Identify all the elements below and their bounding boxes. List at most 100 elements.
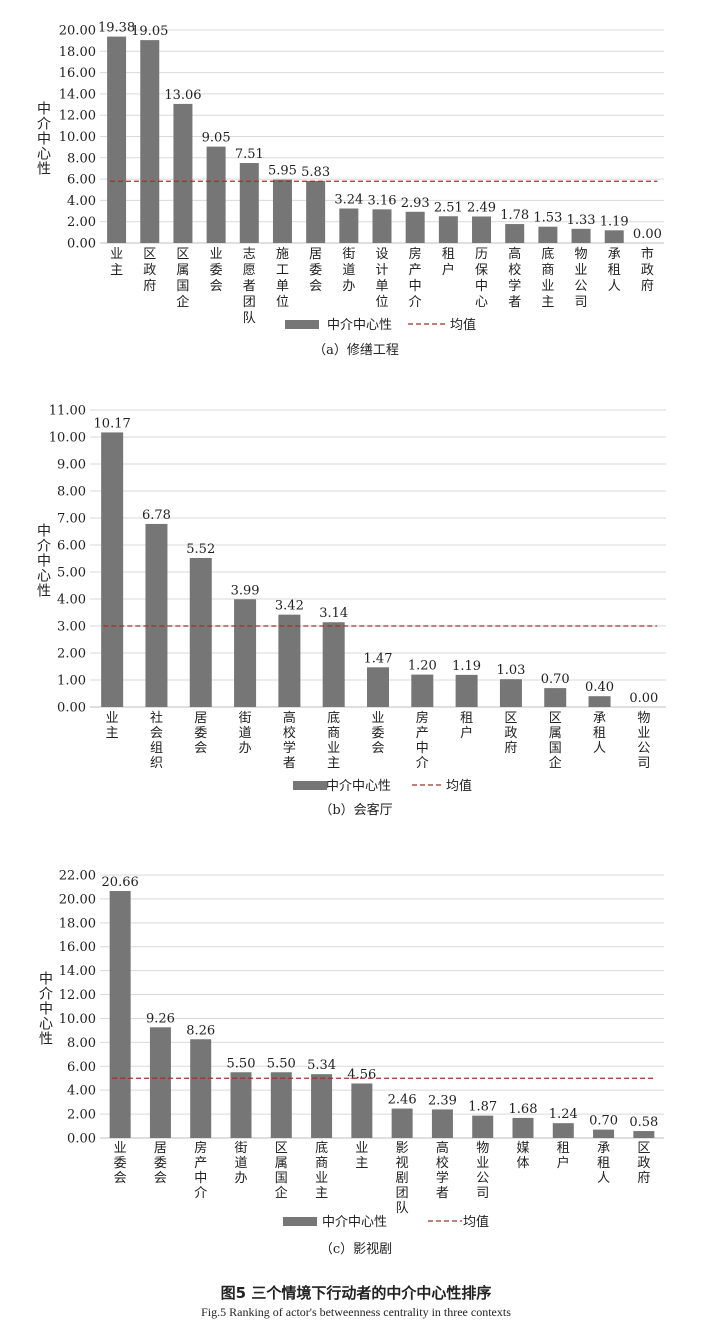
panel-c-data-label: 2.39 — [428, 1093, 457, 1108]
panel-a-ytick-label: 18.00 — [59, 45, 96, 60]
panel-c-legend-label-mean: 均值 — [463, 1214, 489, 1230]
panel-c-bar — [472, 1115, 494, 1138]
panel-c-bar — [109, 891, 131, 1138]
panel-b-data-label: 1.19 — [452, 659, 481, 674]
panel-b-ytick-label: 0.00 — [57, 701, 86, 716]
panel-a-bar — [173, 103, 193, 243]
panel-a-bar — [405, 211, 425, 243]
panel-b-data-label: 6.78 — [142, 508, 171, 523]
panel-a-bar — [239, 163, 259, 243]
panel-a-ytick-label: 20.00 — [59, 24, 96, 39]
panel-b-category-label: 社会组织 — [150, 710, 163, 771]
panel-c-ytick-label: 8.00 — [67, 1036, 96, 1051]
panel-b-data-label: 0.70 — [541, 672, 570, 687]
panel-a-category-label: 业主 — [110, 247, 123, 278]
panel-c-y-axis-label: 中介中心性 — [39, 972, 53, 1048]
panel-a-category-label: 居委会 — [309, 247, 322, 294]
panel-b-data-label: 3.42 — [275, 599, 304, 614]
panel-c-category-label: 承租人 — [597, 1141, 610, 1186]
panel-a-caption: （a）修缮工程 — [313, 342, 399, 358]
panel-c-ytick-label: 0.00 — [67, 1132, 96, 1147]
panel-a-ytick-label: 8.00 — [67, 151, 96, 166]
panel-a-ytick-label: 10.00 — [59, 130, 96, 145]
panel-a-data-label: 2.51 — [434, 200, 463, 215]
panel-a-data-label: 19.05 — [131, 24, 168, 39]
panel-b-category-label: 底商业主 — [327, 710, 340, 771]
panel-c-bar — [351, 1083, 373, 1138]
panel-c-bar — [190, 1039, 212, 1138]
panel-b-category-label: 业主 — [106, 711, 119, 741]
panel-c-data-label: 1.87 — [468, 1100, 497, 1115]
panel-b-ytick-label: 9.00 — [57, 458, 86, 473]
panel-b-ytick-label: 3.00 — [57, 620, 86, 635]
panel-b-legend-label-mean: 均值 — [446, 778, 472, 794]
panel-c-ytick-label: 14.00 — [59, 964, 96, 979]
panel-a-bar — [140, 40, 160, 244]
panel-a-legend-label-series: 中介中心性 — [327, 318, 392, 333]
panel-b-data-label: 10.17 — [94, 416, 131, 431]
panel-c-ytick-label: 2.00 — [67, 1108, 96, 1123]
panel-a-ytick-label: 2.00 — [67, 215, 96, 230]
panel-c-category-label: 区政府 — [637, 1141, 650, 1186]
panel-b-bar — [455, 674, 478, 707]
panel-b-ytick-label: 5.00 — [57, 566, 86, 581]
panel-b-data-label: 3.99 — [231, 583, 260, 598]
panel-c-category-label: 业委会 — [114, 1141, 127, 1186]
panel-a-data-label: 1.53 — [533, 211, 562, 226]
panel-c-bar — [512, 1117, 534, 1138]
panel-b-bar — [544, 688, 567, 707]
panel-c-category-label: 房产中介 — [194, 1140, 207, 1201]
panel-c-category-label: 影视剧团队 — [396, 1141, 409, 1216]
panel-b-ytick-label: 11.00 — [49, 404, 86, 419]
panel-c-data-label: 4.56 — [347, 1067, 376, 1082]
panel-c-data-label: 5.34 — [307, 1058, 336, 1073]
panel-b-ytick-label: 1.00 — [57, 674, 86, 689]
panel-c-caption: （c）影视剧 — [320, 1242, 392, 1257]
panel-c-category-label: 媒体 — [516, 1141, 529, 1171]
panel-b-ytick-label: 2.00 — [57, 647, 86, 662]
panel-b-bar — [145, 523, 168, 707]
panel-c-ytick-label: 20.00 — [59, 892, 96, 907]
panel-c-bar — [593, 1129, 615, 1138]
panel-b-data-label: 1.03 — [496, 663, 525, 678]
panel-b-category-label: 租户 — [460, 711, 473, 741]
panel-c-data-label: 0.70 — [589, 1114, 618, 1129]
panel-c-ytick-label: 10.00 — [59, 1012, 96, 1027]
panel-b-category-label: 房产中介 — [416, 710, 429, 771]
panel-c-data-label: 5.50 — [227, 1056, 256, 1071]
panel-a-category-label: 设计单位 — [375, 247, 388, 310]
panel-c-data-label: 8.26 — [186, 1023, 215, 1038]
panel-a-category-label: 区属国企 — [176, 247, 189, 310]
panel-c-ytick-label: 4.00 — [67, 1084, 96, 1099]
panel-b-category-label: 高校学者 — [283, 710, 296, 771]
panel-c-data-label: 5.50 — [267, 1056, 296, 1071]
panel-a-bar — [306, 180, 326, 243]
panel-a-data-label: 5.95 — [268, 164, 297, 179]
panel-a-ytick-label: 12.00 — [59, 109, 96, 124]
panel-c-bar — [311, 1074, 333, 1138]
panel-c-bar — [230, 1072, 252, 1138]
panel-b-bar — [189, 557, 212, 707]
panel-a-category-label: 高校学者 — [508, 246, 521, 310]
panel-b-legend-label-series: 中介中心性 — [326, 779, 391, 794]
panel-a-bar — [206, 146, 226, 243]
panel-b-category-label: 业委会 — [371, 711, 384, 756]
panel-b-category-label: 物业公司 — [637, 711, 650, 771]
panel-a-category-label: 街道办 — [342, 247, 355, 294]
panel-a-data-label: 9.05 — [202, 131, 231, 146]
panel-b-category-label: 街道办 — [239, 711, 252, 756]
panel-a-category-label: 施工单位 — [276, 247, 289, 310]
panel-c-ytick-label: 16.00 — [59, 940, 96, 955]
panel-c-data-label: 9.26 — [146, 1011, 175, 1026]
panel-a-data-label: 2.49 — [467, 200, 496, 215]
panel-a-data-label: 1.33 — [567, 213, 596, 228]
panel-a-ytick-label: 6.00 — [67, 173, 96, 188]
panel-c-category-label: 租户 — [557, 1141, 570, 1171]
panel-b-ytick-label: 7.00 — [57, 512, 86, 527]
panel-c-legend-label-series: 中介中心性 — [322, 1215, 387, 1230]
panel-a-category-label: 历保中心 — [475, 247, 488, 310]
panel-b-category-label: 区属国企 — [549, 711, 562, 771]
panel-c-category-label: 街道办 — [234, 1141, 247, 1186]
panel-a-category-label: 物业公司 — [575, 247, 588, 310]
